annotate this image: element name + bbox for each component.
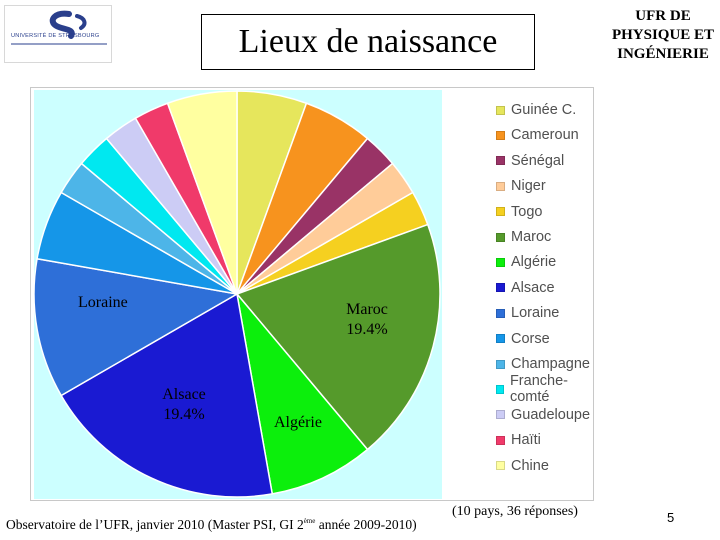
legend-label: Franche-comté	[509, 373, 568, 406]
legend-swatch	[496, 435, 505, 445]
pie-slice-chine	[166, 90, 238, 295]
legend-label: Cameroun	[511, 127, 579, 144]
legend-label: Loraine	[511, 305, 560, 322]
footer-source-superscript: ème	[303, 517, 316, 525]
legend-item: Guinée C.	[496, 99, 576, 121]
legend-swatch	[496, 130, 505, 140]
legend-swatch	[496, 410, 505, 420]
legend-item: Corse	[496, 328, 550, 350]
slice-label-alsace: Alsace 19.4%	[162, 386, 206, 423]
legend-label: Togo	[511, 203, 543, 220]
legend-swatch	[496, 283, 505, 293]
legend-item: Niger	[496, 175, 546, 197]
legend-swatch	[496, 181, 505, 191]
pie-slice-alsace	[60, 292, 274, 498]
legend-swatch	[496, 105, 505, 115]
legend-label: Guinée C.	[511, 102, 577, 118]
legend-item: Loraine	[496, 302, 559, 324]
plot-area	[33, 90, 442, 499]
legend-item: Algérie	[496, 251, 556, 273]
legend-label: Champagne	[511, 356, 590, 372]
footer-source: Observatoire de l’UFR, janvier 2010 (Mas…	[6, 517, 417, 533]
legend-label: Chine	[511, 457, 549, 474]
footer-source-text-end: année 2009-2010)	[315, 517, 417, 532]
footer-source-text: Observatoire de l’UFR, janvier 2010 (Mas…	[6, 517, 304, 532]
legend-item: Franche-comté	[496, 373, 593, 405]
logo-emblem-icon	[11, 10, 107, 45]
pie-slice-maroc	[235, 223, 441, 451]
logo-text: UNIVERSITÉ DE STRASBOURG	[11, 33, 100, 39]
legend-swatch	[496, 334, 505, 344]
slice-label-algerie: Algérie	[274, 414, 322, 431]
ufr-text: UFR DE PHYSIQUE ET INGÉNIERIE	[611, 8, 715, 62]
legend-label: Guadeloupe	[511, 406, 591, 423]
legend-label: Sénégal	[511, 152, 565, 169]
legend-item: Togo	[496, 201, 542, 223]
ufr-label: UFR DE PHYSIQUE ET INGÉNIERIE	[603, 7, 720, 64]
slice-label-loraine: Loraine	[78, 294, 128, 311]
legend-item: Maroc	[496, 226, 551, 248]
page-number: 5	[667, 510, 675, 525]
legend-item: Champagne	[496, 353, 590, 375]
pie-slice-alg-rie	[235, 291, 369, 495]
legend-item: Alsace	[496, 277, 555, 299]
legend-swatch	[496, 207, 505, 217]
legend-item: Guadeloupe	[496, 404, 590, 426]
slice-label-maroc: Maroc 19.4%	[346, 301, 388, 338]
legend-item: Sénégal	[496, 150, 564, 172]
legend-label: Alsace	[511, 279, 555, 296]
legend-label: Corse	[511, 330, 550, 347]
university-logo: UNIVERSITÉ DE STRASBOURG	[4, 5, 112, 63]
legend-swatch	[496, 461, 505, 471]
legend-item: Cameroun	[496, 124, 579, 146]
legend-label: Niger	[511, 178, 546, 195]
pie-slice-loraine	[33, 257, 240, 397]
legend-label: Haïti	[511, 432, 541, 449]
legend-item: Haïti	[496, 429, 541, 451]
legend-swatch	[496, 384, 504, 394]
pie-chart	[33, 90, 441, 498]
legend-swatch	[496, 308, 505, 318]
legend-swatch	[496, 359, 505, 369]
legend-label: Maroc	[511, 229, 552, 245]
page-title: Lieux de naissance	[201, 14, 535, 70]
legend-item: Chine	[496, 455, 549, 477]
legend-label: Algérie	[511, 254, 557, 271]
legend-swatch	[496, 232, 505, 242]
chart-area: Guinée C. Cameroun Sénégal Niger Togo Maroc Al…	[30, 87, 594, 501]
legend-swatch	[496, 257, 505, 267]
responses-count: (10 pays, 36 réponses)	[452, 504, 578, 519]
legend-swatch	[496, 156, 505, 166]
